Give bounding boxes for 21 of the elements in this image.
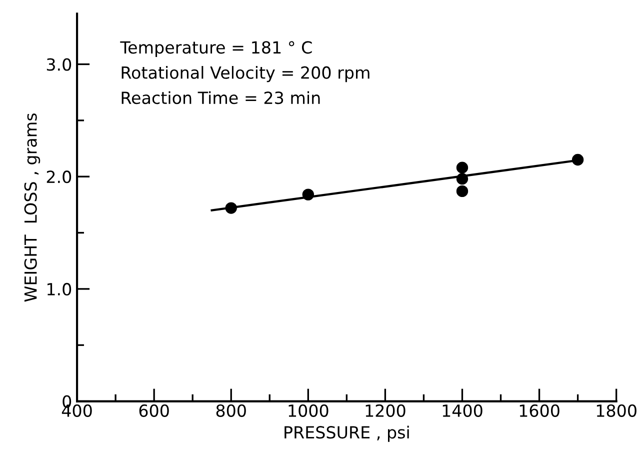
x-tick-label: 800	[216, 404, 246, 417]
point	[225, 202, 237, 214]
x-axis-title: PRESSURE , psi	[284, 426, 409, 442]
x-tick-label: 1800	[596, 404, 636, 417]
point	[302, 188, 314, 200]
annotation: Rotational Velocity = 200 rpm	[122, 66, 370, 82]
x-tick-label: 600	[139, 404, 169, 417]
x-tick-label: 1200	[366, 404, 406, 417]
x-tick-label: 1600	[520, 404, 560, 417]
y-tick-label: 1.0	[48, 282, 72, 296]
point	[572, 154, 584, 166]
annotation: Reaction Time = 23 min	[122, 91, 320, 104]
point	[456, 162, 468, 174]
y-tick-label: 3.0	[46, 58, 72, 71]
point	[456, 172, 468, 185]
x-tick-label: 1000	[288, 404, 328, 417]
y-tick-label: 2.0	[46, 170, 72, 184]
x-tick-label: 1400	[442, 404, 482, 417]
y-axis-title: WEIGHT LOSS , grams	[24, 114, 40, 302]
annotation: Temperature = 181 ° C	[120, 41, 312, 57]
point	[456, 185, 468, 198]
